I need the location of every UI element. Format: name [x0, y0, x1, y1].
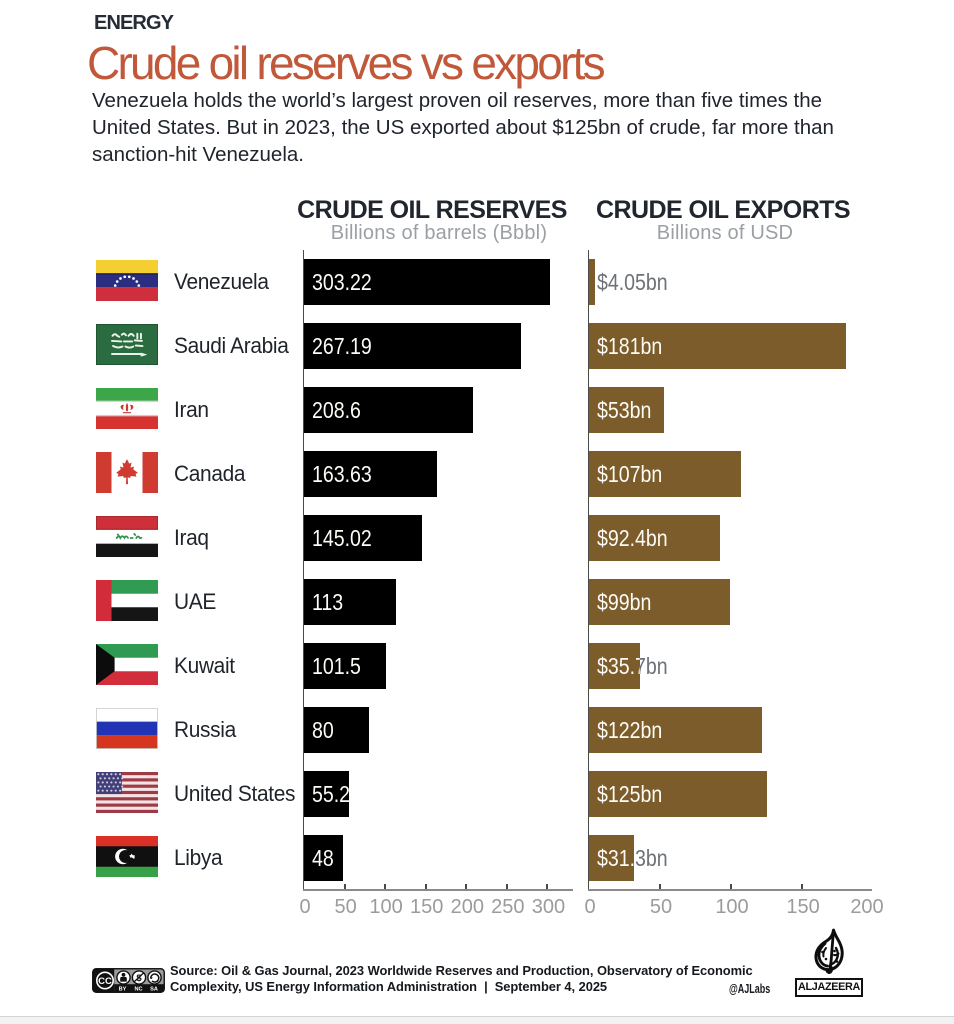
svg-text:BY: BY [119, 987, 127, 993]
svg-text:CC: CC [98, 976, 112, 987]
svg-text:$: $ [136, 973, 142, 984]
svg-text:NC: NC [134, 987, 142, 993]
svg-text:SA: SA [150, 987, 158, 993]
